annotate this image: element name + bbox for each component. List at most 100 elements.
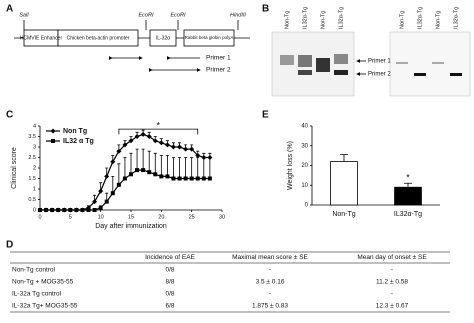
element-label: HCMVIE Enhancer: [20, 35, 63, 41]
error-bar: [147, 150, 151, 173]
marker: [158, 140, 164, 146]
marker: [110, 159, 116, 165]
marker: [68, 208, 73, 212]
marker: [122, 142, 128, 148]
legend-label: IL32 α Tg: [63, 138, 94, 145]
marker: [135, 168, 140, 173]
marker: [170, 144, 176, 150]
y-tick-label: 1.5: [28, 176, 36, 182]
y-tick-label: 2: [33, 165, 36, 171]
lane-label: IL32α-Tg: [417, 7, 423, 29]
table-cell: -: [269, 291, 271, 298]
table-header: Maximal mean score ± SE: [232, 254, 308, 261]
marker: [134, 134, 140, 139]
row-label: IL-32a Tg+ MOG35-55: [12, 303, 78, 310]
lane-label: Non-Tg: [399, 11, 405, 29]
marker: [98, 205, 103, 210]
row-label: Non-Tg control: [12, 267, 56, 274]
error-bar: [159, 155, 163, 177]
marker: [159, 174, 164, 179]
marker: [92, 208, 97, 212]
lane-label: IL32α-Tg: [302, 7, 308, 29]
x-tick-label: 30: [219, 214, 225, 220]
marker: [183, 146, 189, 152]
table-cell: 1.875 ± 0.83: [252, 303, 288, 310]
x-tick-label: 25: [189, 214, 195, 220]
marker: [74, 208, 79, 212]
marker: [189, 146, 195, 152]
marker: [128, 138, 134, 144]
error-bar: [135, 148, 139, 171]
marker: [164, 142, 170, 148]
error-bar: [184, 157, 188, 179]
marker: [165, 174, 170, 179]
marker: [129, 172, 133, 177]
element-box: [183, 29, 235, 47]
table-header: Incidence of EAE: [145, 254, 196, 261]
legend-marker: [51, 139, 55, 143]
error-bar: [165, 155, 169, 177]
site-label: EcoRI: [139, 12, 154, 18]
marker: [153, 172, 158, 177]
table-cell: 6/8: [165, 303, 174, 310]
y-axis-label: Weight loss (%): [287, 141, 294, 190]
marker: [195, 152, 201, 158]
error-bar: [190, 157, 194, 179]
y-tick-label: 30: [301, 143, 308, 149]
y-tick-label: 0.5: [28, 197, 36, 203]
marker: [38, 208, 42, 212]
y-tick-label: 40: [301, 124, 308, 130]
marker: [152, 138, 158, 144]
band-label: Primer 1: [368, 59, 391, 65]
marker: [56, 208, 61, 212]
marker: [50, 208, 55, 212]
x-tick-label: 20: [158, 214, 164, 220]
error-bar: [340, 154, 348, 162]
panel-label: B: [262, 4, 269, 15]
y-tick-label: 4: [33, 123, 36, 129]
y-tick-label: 10: [301, 183, 308, 189]
table-cell: 3.5 ± 0.16: [256, 279, 285, 286]
marker: [62, 208, 67, 212]
lane-label: Non-Tg: [320, 11, 326, 29]
table-cell: 0/8: [165, 267, 174, 274]
annotation: *: [157, 120, 161, 130]
marker: [189, 176, 194, 181]
y-tick-label: 0: [33, 207, 36, 213]
error-bar: [171, 157, 175, 179]
element-label: Chicken beta-actin promoter: [67, 35, 130, 41]
significance-bracket: [118, 128, 199, 135]
table-header: Mean day of onset ± SE: [357, 254, 427, 261]
marker: [92, 199, 98, 205]
bar: [394, 186, 422, 206]
marker: [98, 188, 104, 194]
panel-label: A: [6, 4, 13, 15]
x-tick-label: Non-Tg: [332, 211, 355, 218]
primer-label: Primer 1: [206, 55, 231, 62]
lane-label: IL32α-Tg: [338, 7, 344, 29]
x-tick-label: 5: [69, 214, 72, 220]
table-cell: -: [269, 267, 271, 274]
marker: [171, 176, 176, 181]
annotation: *: [406, 173, 410, 183]
marker: [104, 199, 109, 204]
gel-bands: [280, 54, 462, 76]
y-tick-label: 20: [301, 163, 308, 169]
marker: [140, 131, 146, 137]
error-bar: [111, 176, 115, 194]
x-tick-label: IL32α-Tg: [394, 211, 422, 218]
error-bar: [141, 148, 145, 171]
error-bar: [129, 152, 133, 175]
x-axis-label: Day after immunization: [95, 223, 167, 230]
element-label: Rabbit beta globin polyA: [185, 35, 234, 40]
table-cell: 0/8: [165, 291, 174, 298]
error-bar: [202, 157, 206, 179]
y-tick-label: 1: [33, 186, 36, 192]
lane-label: IL32α-Tg: [453, 7, 459, 29]
table-cell: 11.2 ± 0.58: [376, 279, 408, 286]
y-tick-label: 3.5: [28, 134, 36, 140]
legend-marker: [50, 128, 56, 134]
y-axis-label: Clinical score: [11, 147, 18, 189]
marker: [177, 144, 183, 150]
